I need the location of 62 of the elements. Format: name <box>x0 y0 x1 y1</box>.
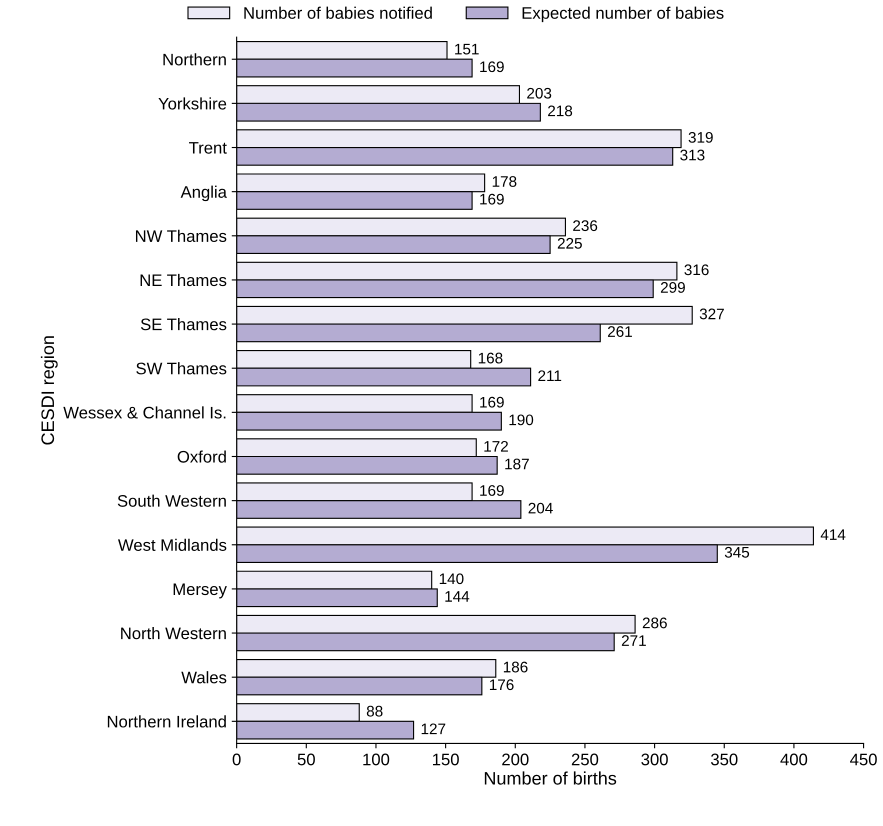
data-label: 176 <box>490 679 514 690</box>
y-tick-label: SW Thames <box>136 362 226 374</box>
legend-label: Expected number of babies <box>522 6 724 22</box>
y-tick-label: Wessex & Channel Is. <box>63 406 226 419</box>
data-label: 286 <box>642 618 667 628</box>
y-tick-label: Wales <box>181 671 226 684</box>
data-label: 168 <box>478 352 502 364</box>
y-axis-title: CESDI region <box>40 336 58 445</box>
y-tick-label: Anglia <box>180 186 227 202</box>
data-label: 218 <box>548 105 572 116</box>
x-axis-title: Number of births <box>484 771 616 785</box>
data-label: 190 <box>509 414 534 426</box>
data-label: 204 <box>528 502 553 514</box>
x-tick-label: 150 <box>432 754 459 766</box>
data-label: 169 <box>480 194 504 205</box>
x-tick-label: 100 <box>363 754 390 766</box>
data-label: 345 <box>724 546 750 558</box>
data-label: 327 <box>700 308 724 320</box>
x-tick-label: 200 <box>502 754 529 766</box>
data-label: 271 <box>622 635 646 646</box>
data-label: 299 <box>660 282 685 293</box>
data-label: 169 <box>480 396 504 408</box>
data-label: 127 <box>422 723 446 734</box>
data-label: 144 <box>445 591 470 602</box>
y-tick-label: North Western <box>121 627 226 640</box>
legend-label: Number of babies notified <box>244 6 432 19</box>
y-tick-label: Yorkshire <box>158 97 226 110</box>
data-label: 172 <box>484 440 508 452</box>
y-tick-label: West Midlands <box>118 538 226 551</box>
y-tick-label: NE Thames <box>140 274 226 286</box>
x-tick-label: 50 <box>298 754 315 766</box>
data-label: 414 <box>820 529 846 540</box>
data-label: 169 <box>480 61 504 72</box>
data-label: 313 <box>680 150 704 160</box>
data-label: 151 <box>455 44 479 55</box>
data-label: 261 <box>608 326 632 338</box>
y-tick-label: Northern <box>163 53 226 66</box>
data-label: 140 <box>440 573 464 584</box>
y-tick-label: SE Thames <box>140 318 226 330</box>
y-tick-label: Trent <box>189 142 227 154</box>
x-tick-label: 400 <box>780 754 808 766</box>
x-tick-label: 300 <box>641 754 668 766</box>
data-label: 187 <box>505 458 529 470</box>
y-tick-label: Oxford <box>178 450 226 463</box>
data-label: 319 <box>688 132 713 143</box>
data-label: 169 <box>480 485 504 496</box>
x-tick-label: 250 <box>572 754 598 766</box>
x-tick-label: 450 <box>850 754 877 766</box>
data-label: 88 <box>366 706 383 717</box>
data-label: 316 <box>684 264 709 276</box>
data-label: 225 <box>558 238 582 249</box>
y-tick-label: South Western <box>118 494 226 507</box>
x-tick-label: 0 <box>232 754 241 766</box>
data-label: 186 <box>504 662 528 672</box>
data-label: 178 <box>492 176 516 187</box>
data-label: 236 <box>573 220 598 232</box>
y-tick-label: Mersey <box>174 583 227 598</box>
data-label: 211 <box>538 370 562 381</box>
y-tick-label: Northern Ireland <box>108 715 226 728</box>
y-tick-label: NW Thames <box>136 230 226 242</box>
x-tick-label: 350 <box>710 754 738 766</box>
data-label: 203 <box>527 88 552 99</box>
